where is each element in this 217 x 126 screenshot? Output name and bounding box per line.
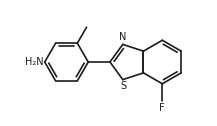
Text: F: F <box>159 103 165 113</box>
Text: S: S <box>121 81 127 91</box>
Text: H₂N: H₂N <box>25 57 43 67</box>
Text: N: N <box>119 32 127 42</box>
